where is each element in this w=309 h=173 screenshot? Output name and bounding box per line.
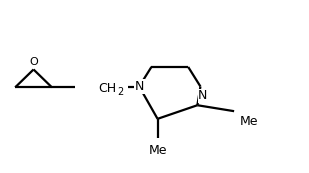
Text: N: N bbox=[198, 89, 208, 102]
Text: O: O bbox=[29, 57, 38, 67]
Text: N: N bbox=[134, 80, 144, 93]
Text: CH: CH bbox=[98, 82, 116, 95]
Text: 2: 2 bbox=[117, 88, 123, 97]
Text: Me: Me bbox=[240, 115, 259, 128]
Text: Me: Me bbox=[148, 144, 167, 157]
